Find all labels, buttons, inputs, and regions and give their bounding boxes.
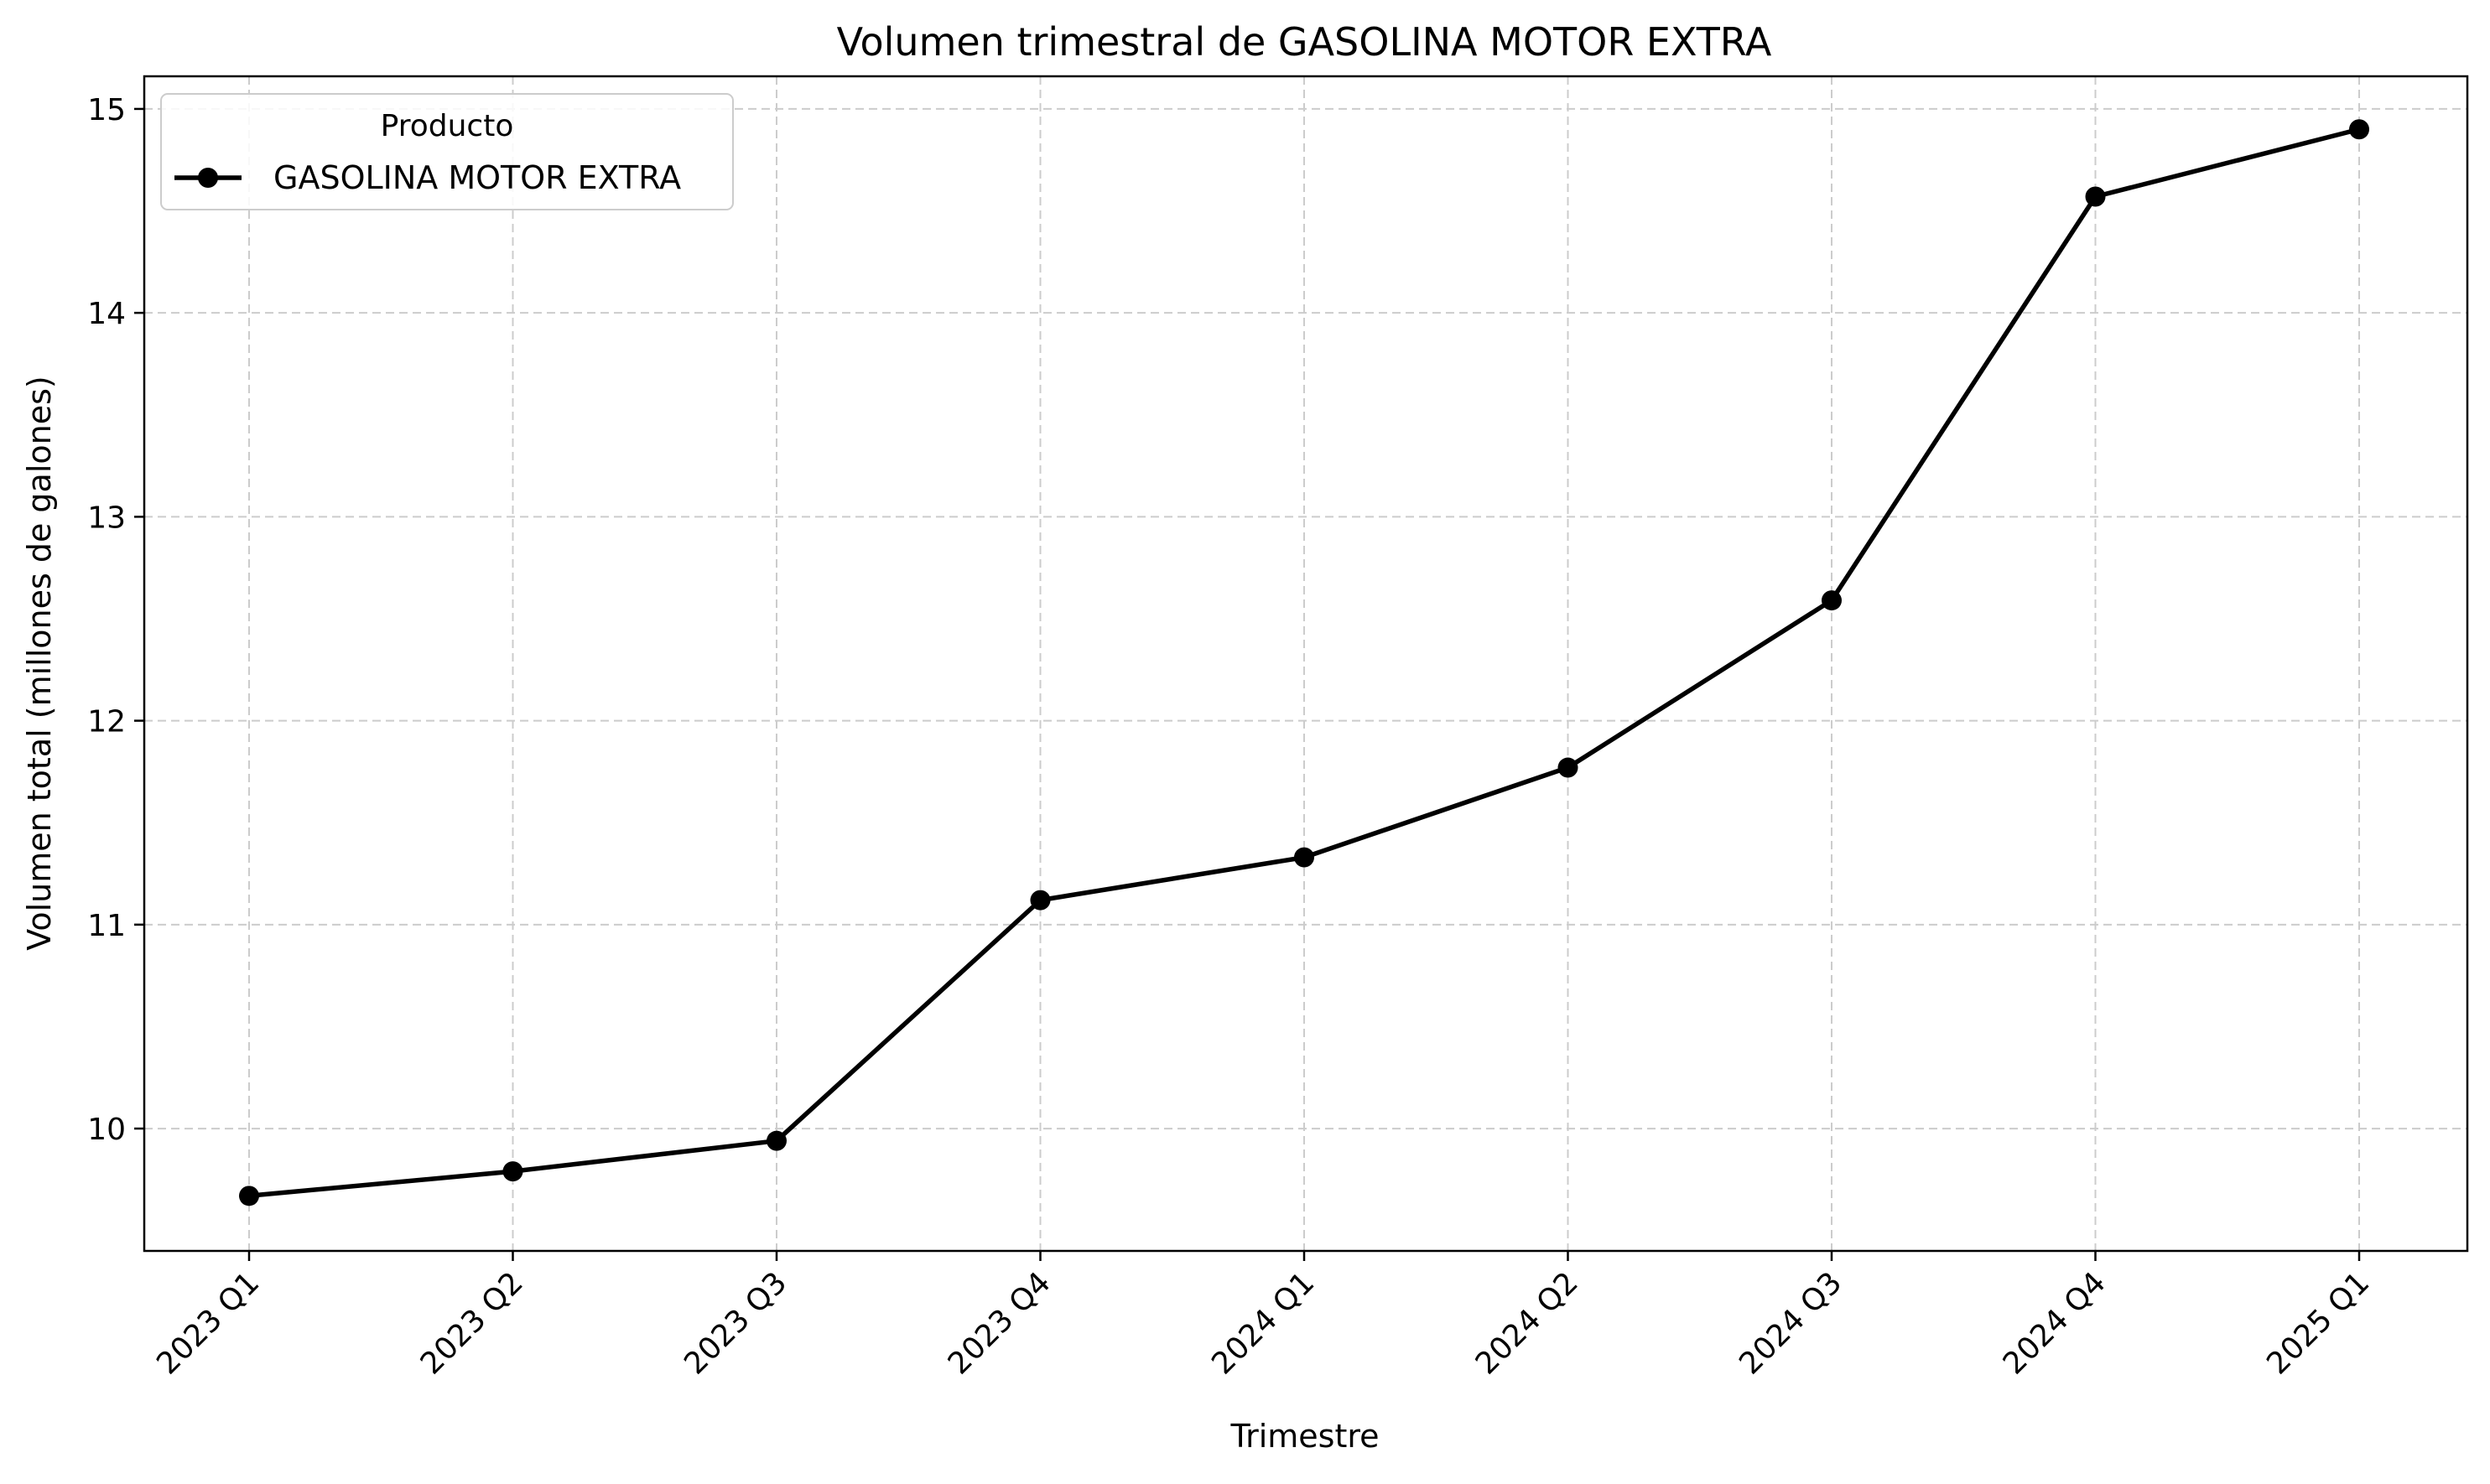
legend-marker-swatch — [198, 168, 218, 188]
data-point — [1294, 847, 1314, 868]
y-tick-label: 11 — [87, 909, 126, 943]
data-point — [2085, 186, 2106, 207]
legend-series-label: GASOLINA MOTOR EXTRA — [273, 159, 681, 196]
legend-title: Producto — [381, 109, 514, 143]
data-point — [1557, 757, 1578, 778]
data-point — [239, 1186, 259, 1206]
y-tick-label: 14 — [87, 297, 126, 331]
y-axis: 10 11 12 13 14 15 — [87, 93, 144, 1147]
y-tick-label: 13 — [87, 501, 126, 535]
y-tick-label: 12 — [87, 705, 126, 739]
data-point — [1822, 590, 1842, 611]
legend: Producto GASOLINA MOTOR EXTRA — [160, 93, 734, 210]
data-point — [767, 1130, 787, 1151]
x-axis-label: Trimestre — [1229, 1418, 1379, 1455]
data-point — [502, 1161, 523, 1182]
y-axis-label: Volumen total (millones de galones) — [21, 376, 58, 950]
data-point — [2349, 119, 2369, 140]
plot-area-frame — [143, 75, 2469, 1253]
y-tick-label: 15 — [87, 93, 126, 127]
data-point — [1030, 890, 1051, 911]
legend-box — [160, 93, 734, 210]
series-layer — [239, 119, 2369, 1206]
y-tick-label: 10 — [87, 1113, 126, 1147]
chart-title: Volumen trimestral de GASOLINA MOTOR EXT… — [837, 19, 1772, 65]
grid — [144, 76, 2467, 1251]
